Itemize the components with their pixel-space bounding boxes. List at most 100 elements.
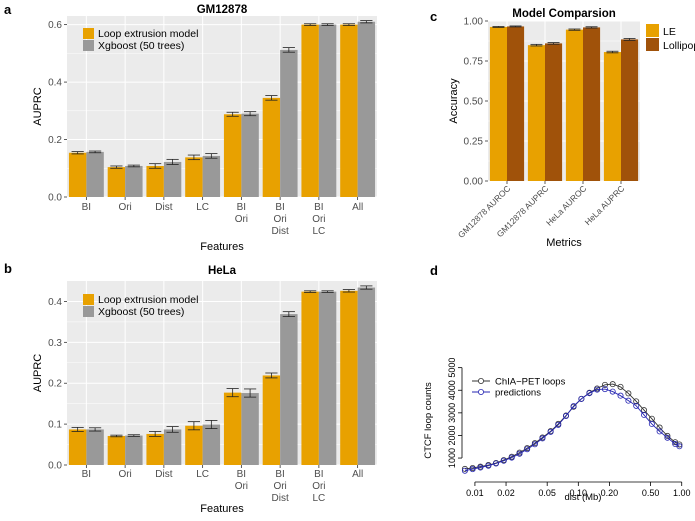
x-tick-label: LC [312, 493, 325, 504]
y-axis-label: Accuracy [448, 78, 460, 124]
x-tick-label: 0.01 [466, 488, 484, 498]
legend-swatch [646, 38, 659, 51]
bar [262, 97, 281, 197]
bar [185, 157, 203, 197]
data-point [625, 390, 632, 397]
data-point [531, 441, 538, 448]
y-tick-label: 0.4 [48, 297, 62, 308]
data-point [570, 403, 577, 410]
x-tick-label: Dist [155, 469, 172, 480]
x-tick-label: BI [82, 202, 91, 213]
panel-letter: c [430, 9, 437, 24]
x-tick-label: 0.05 [538, 488, 556, 498]
series-line [464, 388, 680, 472]
y-tick-label: 0.6 [48, 20, 62, 31]
x-axis-label: dist (Mb) [565, 492, 602, 503]
data-point [633, 402, 640, 409]
data-point [594, 386, 601, 393]
legend-label: Xgboost (50 trees) [98, 306, 184, 318]
y-tick-label: 0.00 [464, 177, 484, 188]
y-axis-label: AUPRC [32, 354, 44, 393]
data-point [461, 467, 468, 474]
x-tick-label: BI [237, 202, 246, 213]
x-tick-label: All [352, 202, 363, 213]
data-point [656, 428, 663, 435]
x-tick-label: Ori [312, 481, 325, 492]
bar [146, 433, 164, 465]
legend-marker [477, 388, 484, 395]
y-tick-label: 0.0 [48, 461, 62, 472]
bar [318, 24, 337, 197]
x-tick-label: 0.50 [642, 488, 660, 498]
bar [280, 49, 298, 198]
bar [621, 39, 639, 182]
x-axis-label: Features [200, 503, 244, 515]
y-tick-label: 0.2 [48, 379, 62, 390]
bar [146, 165, 164, 197]
x-tick-label: Ori [273, 481, 286, 492]
chart-title: Model Comparsion [512, 8, 616, 20]
bar [68, 152, 87, 197]
bar [318, 291, 337, 465]
panel-d: d 1000 2000 3000 4000 5000 0.01 0.02 0.05 0.10 0.2… [423, 263, 690, 503]
bar [280, 314, 298, 465]
data-point [485, 462, 492, 469]
x-tick-label: BI [237, 469, 246, 480]
data-point [562, 413, 569, 420]
y-tick-label: 0.2 [48, 135, 62, 146]
chart-title: GM12878 [197, 4, 248, 16]
data-point [500, 457, 507, 464]
data-point [461, 465, 468, 472]
y-tick-label: 0.25 [464, 137, 484, 148]
data-point [617, 383, 624, 390]
data-point [641, 411, 648, 418]
data-point [676, 443, 683, 450]
x-tick-label: Dist [155, 202, 172, 213]
data-point [493, 460, 500, 467]
x-tick-label: BI [275, 469, 284, 480]
data-point [609, 381, 616, 388]
data-point [555, 421, 562, 428]
bar [241, 113, 259, 197]
bar [125, 165, 143, 197]
x-tick-label: BI [82, 469, 91, 480]
legend-label: ChIA−PET loops [495, 377, 566, 388]
y-tick-label: 5000 [447, 358, 457, 378]
x-tick-label: Ori [118, 202, 131, 213]
data-point [656, 424, 663, 431]
data-point [609, 388, 616, 395]
bar [301, 24, 319, 197]
data-point [601, 386, 608, 393]
x-tick-label: Dist [272, 493, 289, 504]
y-tick-label: 2000 [447, 425, 457, 445]
data-point [586, 390, 593, 397]
bar [545, 43, 563, 182]
data-point [469, 466, 476, 473]
legend-label: LE [663, 26, 676, 38]
y-tick-label: 0.1 [48, 420, 62, 431]
bar [241, 393, 259, 465]
x-tick-label: Ori [118, 469, 131, 480]
x-tick-label: Ori [235, 481, 248, 492]
bar [86, 429, 104, 465]
y-tick-label: 0.75 [464, 57, 484, 68]
x-tick-label: Dist [272, 226, 289, 237]
y-axis-label: AUPRC [32, 87, 44, 126]
bar [340, 290, 358, 465]
legend-swatch [83, 40, 94, 51]
bar [223, 392, 242, 465]
x-tick-label: BI [275, 202, 284, 213]
bar [185, 425, 203, 465]
bar [565, 29, 583, 181]
legend-label: Loop extrusion model [98, 28, 198, 40]
bar [107, 167, 126, 197]
panel-letter: d [430, 263, 438, 278]
chart-title: HeLa [208, 265, 237, 277]
bar [357, 21, 376, 197]
y-axis-label: CTCF loop counts [423, 382, 434, 459]
x-tick-label: LC [312, 226, 325, 237]
data-point [625, 397, 632, 404]
legend-label: Lollipop [663, 40, 695, 52]
